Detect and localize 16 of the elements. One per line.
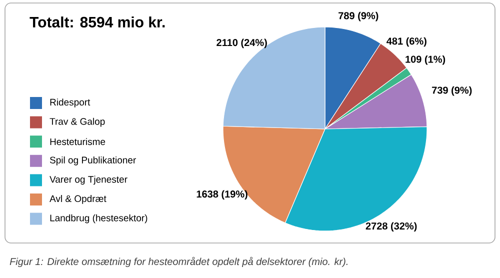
data-label: 739 (9%) [432, 86, 472, 96]
legend-label: Avl & Opdræt [50, 195, 106, 204]
legend-label: Hesteturisme [50, 138, 106, 146]
data-label: 2110 (24%) [216, 38, 267, 48]
data-label: 2728 (32%) [366, 222, 417, 232]
legend-label: Ridesport [50, 98, 90, 108]
data-label: 481 (6%) [386, 37, 426, 47]
legend-label: Landbrug (hestesektor) [50, 214, 148, 224]
data-label: 109 (1%) [406, 55, 446, 65]
legend-label: Trav & Galop [50, 118, 105, 127]
legend-label: Spil og Publikationer [50, 156, 136, 166]
chart-title: Totalt: 8594 mio kr. [30, 16, 165, 28]
legend-label: Varer og Tjenester [50, 176, 128, 185]
text: Figur 1: Direkte omsætning for hesteområdet opdelt på delsektorer (mio. kr). [10, 256, 348, 268]
data-label: 1638 (19%) [196, 190, 248, 200]
data-label: 789 (9%) [338, 12, 378, 22]
